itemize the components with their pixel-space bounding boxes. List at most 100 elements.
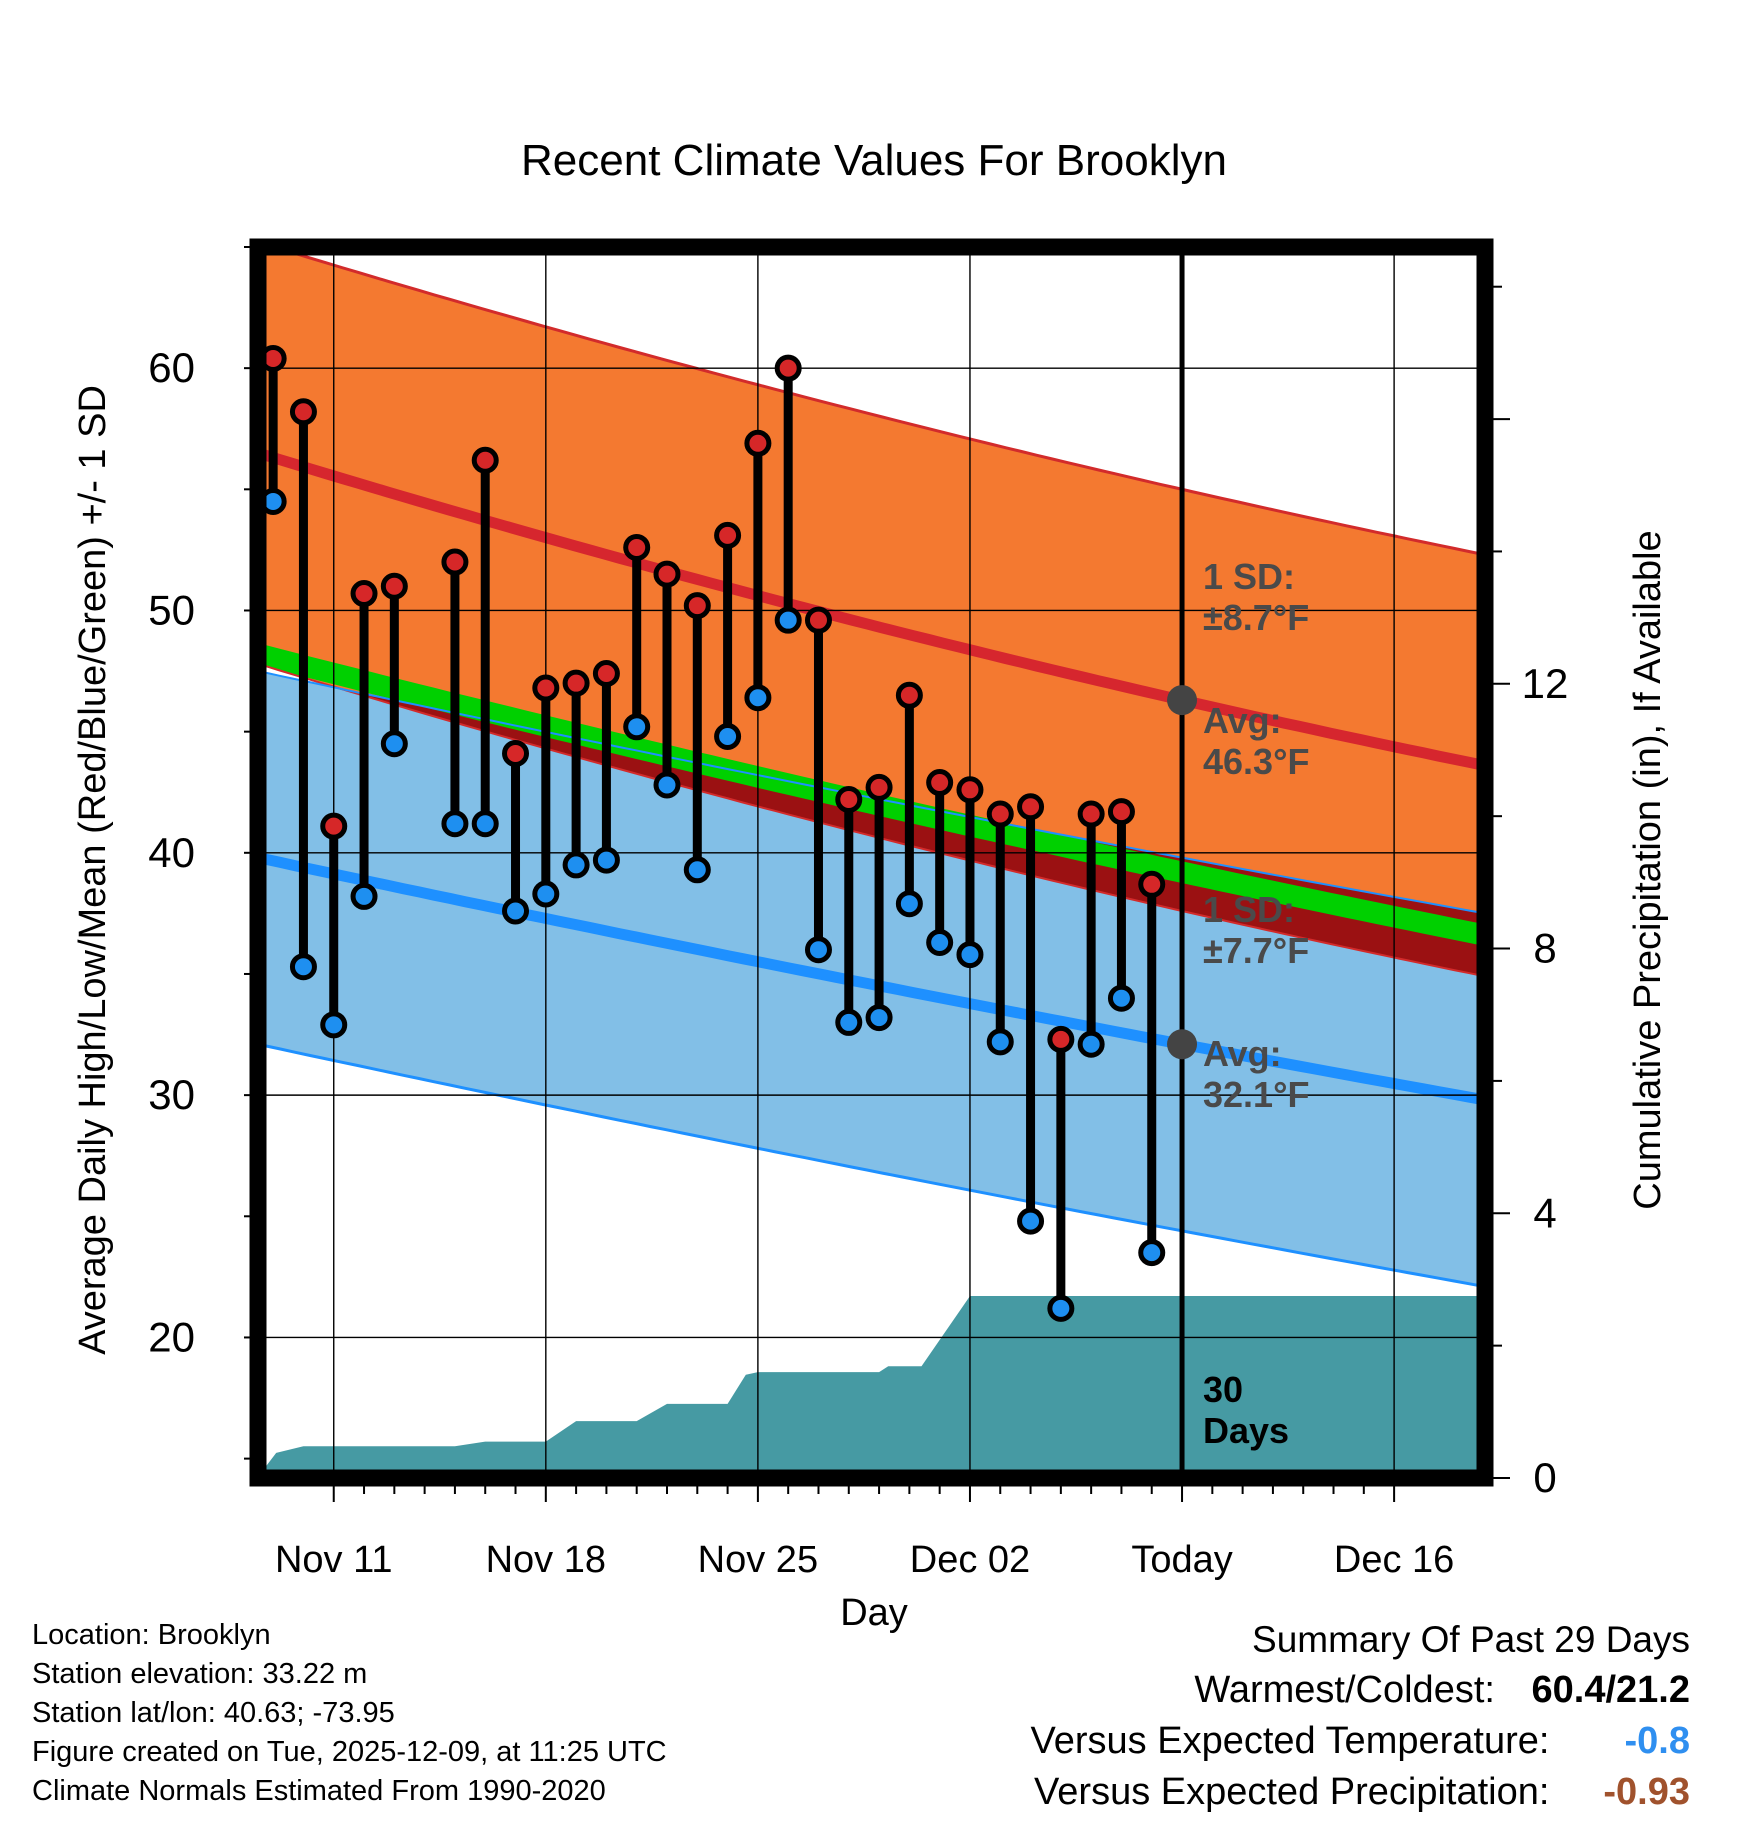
- low-point: [835, 1008, 863, 1036]
- high-point: [562, 669, 590, 697]
- high-point: [926, 769, 954, 797]
- annotation-line2: 46.3°F: [1203, 741, 1309, 782]
- y-tick-label-right: 0: [1533, 1454, 1556, 1501]
- low-avg-line: [258, 852, 1485, 1106]
- high-point: [683, 592, 711, 620]
- low-point: [562, 851, 590, 879]
- low-point: [653, 771, 681, 799]
- y-tick-label-right: 4: [1533, 1189, 1556, 1236]
- low-point: [1107, 984, 1135, 1012]
- annotation-line2: Days: [1203, 1410, 1289, 1451]
- x-tick-label: Nov 18: [486, 1539, 606, 1581]
- low-point: [986, 1028, 1014, 1056]
- high-point: [1107, 798, 1135, 826]
- y-tick-label-left: 50: [148, 586, 195, 633]
- band-overlap: [258, 663, 1485, 977]
- low-point: [1077, 1030, 1105, 1058]
- high-point: [1047, 1025, 1075, 1053]
- high-point: [320, 812, 348, 840]
- high-point: [471, 446, 499, 474]
- high-point: [289, 398, 317, 426]
- created-text: Figure created on Tue, 2025-12-09, at 11…: [32, 1736, 667, 1768]
- low-point: [471, 810, 499, 838]
- low-point: [592, 846, 620, 874]
- x-tick-label: Dec 16: [1334, 1539, 1454, 1581]
- annotation-line1: 1 SD:: [1203, 889, 1295, 930]
- low-point: [714, 722, 742, 750]
- precip-area: [258, 1296, 1485, 1478]
- low-point: [380, 730, 408, 758]
- station-info: Location: Brooklyn Station elevation: 33…: [32, 1616, 667, 1811]
- y-axis-label-right: Cumulative Precipitation (in), If Availa…: [1627, 530, 1669, 1209]
- today-high-avg-marker: [1167, 685, 1198, 716]
- x-tick-label: Nov 11: [275, 1539, 393, 1581]
- high-point: [350, 580, 378, 608]
- annotation-line2: ±7.7°F: [1203, 930, 1309, 971]
- high-avg-line: [258, 447, 1485, 771]
- low-point: [289, 953, 317, 981]
- low-point: [350, 882, 378, 910]
- precip-label: Versus Expected Precipitation:: [1034, 1771, 1550, 1813]
- y-tick-label-right: 8: [1533, 925, 1556, 972]
- y-tick-label-left: 40: [148, 829, 195, 876]
- x-tick-label: Nov 25: [698, 1539, 818, 1581]
- low-point: [895, 890, 923, 918]
- low-point: [744, 684, 772, 712]
- low-sd-lower-edge: [258, 1042, 1485, 1289]
- high-point: [380, 572, 408, 600]
- high-sd-band: [258, 247, 1485, 977]
- annotation-line1: Avg:: [1203, 700, 1282, 741]
- annotation-line2: ±8.7°F: [1203, 597, 1309, 638]
- high-point: [956, 776, 984, 804]
- warmest-label: Warmest/Coldest:: [1194, 1669, 1495, 1711]
- low-point: [683, 856, 711, 884]
- low-point: [320, 1011, 348, 1039]
- high-point: [804, 606, 832, 634]
- high-point: [835, 785, 863, 813]
- high-point: [895, 681, 923, 709]
- y-tick-label-left: 60: [148, 344, 195, 391]
- low-point: [532, 880, 560, 908]
- temp-value: -0.8: [1624, 1720, 1690, 1762]
- warmest-row: Warmest/Coldest: 60.4/21.2: [1031, 1665, 1690, 1716]
- annotation-line1: 1 SD:: [1203, 556, 1295, 597]
- high-point: [623, 533, 651, 561]
- low-point: [502, 897, 530, 925]
- x-axis-label: Day: [840, 1592, 908, 1634]
- x-tick-label: Dec 02: [910, 1539, 1030, 1581]
- high-point: [502, 739, 530, 767]
- temp-label: Versus Expected Temperature:: [1030, 1720, 1550, 1762]
- low-point: [865, 1004, 893, 1032]
- low-point: [441, 810, 469, 838]
- annotation-line1: 30: [1203, 1369, 1243, 1410]
- high-point: [986, 800, 1014, 828]
- low-point: [1138, 1239, 1166, 1267]
- x-tick-label: Today: [1131, 1539, 1232, 1581]
- y-tick-label-left: 20: [148, 1313, 195, 1360]
- high-point: [714, 521, 742, 549]
- low-point: [1047, 1294, 1075, 1322]
- plot-frame: [249, 238, 1494, 1487]
- today-low-avg-marker: [1167, 1029, 1198, 1060]
- warmest-value: 60.4/21.2: [1531, 1669, 1690, 1711]
- elevation-text: Station elevation: 33.22 m: [32, 1658, 368, 1690]
- location-text: Location: Brooklyn: [32, 1619, 271, 1651]
- high-point: [592, 659, 620, 687]
- latlon-text: Station lat/lon: 40.63; -73.95: [32, 1697, 395, 1729]
- high-point: [1077, 800, 1105, 828]
- summary-title: Summary Of Past 29 Days: [1252, 1619, 1690, 1660]
- low-point: [804, 936, 832, 964]
- high-point: [1138, 870, 1166, 898]
- low-point: [1017, 1207, 1045, 1235]
- high-point: [744, 429, 772, 457]
- summary-panel: Summary Of Past 29 Days Warmest/Coldest:…: [1031, 1614, 1690, 1818]
- normals-text: Climate Normals Estimated From 1990-2020: [32, 1775, 606, 1807]
- y-axis-label-left: Average Daily High/Low/Mean (Red/Blue/Gr…: [72, 385, 114, 1355]
- low-point: [623, 713, 651, 741]
- low-point: [956, 941, 984, 969]
- high-point: [441, 548, 469, 576]
- temp-row: Versus Expected Temperature: -0.8: [1031, 1716, 1690, 1767]
